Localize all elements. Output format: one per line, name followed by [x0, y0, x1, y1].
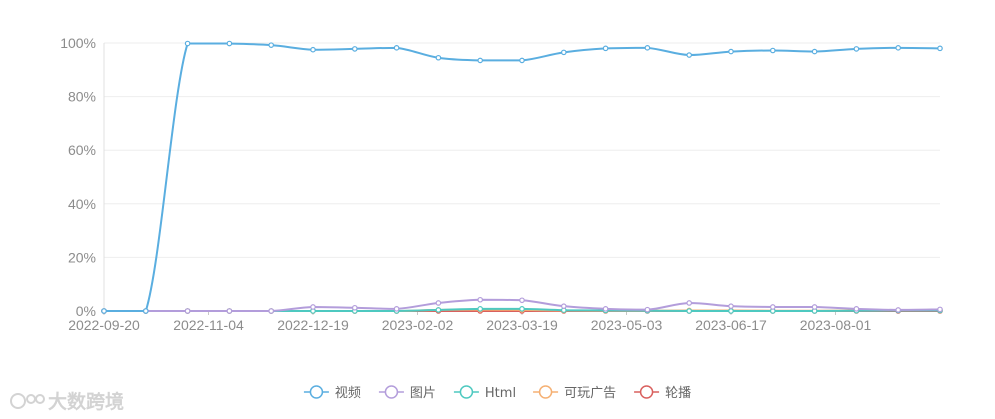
data-point[interactable] [769, 47, 776, 54]
data-point[interactable] [477, 57, 484, 64]
data-point[interactable] [393, 45, 400, 51]
series-line [101, 40, 943, 314]
y-tick-label: 0% [76, 303, 96, 319]
data-point[interactable] [686, 300, 693, 306]
data-point[interactable] [101, 308, 107, 314]
x-tick-label: 2023-08-01 [800, 317, 872, 333]
x-tick-label: 2022-09-20 [68, 317, 140, 333]
data-point[interactable] [435, 307, 442, 313]
data-point[interactable] [895, 307, 902, 313]
watermark-logo-icon [10, 393, 45, 409]
axes: 0% 20% 40% 60% 80% 100% 2022-09-20 2022-11-04 20… [60, 35, 940, 333]
data-point[interactable] [268, 42, 275, 48]
x-tick-label: 2023-02-02 [382, 317, 454, 333]
x-tick-label: 2022-11-04 [173, 317, 244, 333]
y-tick-label: 100% [60, 35, 96, 51]
data-point[interactable] [686, 52, 693, 58]
data-point[interactable] [268, 308, 275, 314]
data-point[interactable] [184, 308, 191, 314]
legend[interactable]: 视频 图片 Html 可玩广告 轮播 [303, 385, 691, 401]
data-point[interactable] [811, 304, 818, 310]
data-point[interactable] [226, 308, 233, 314]
data-point[interactable] [477, 296, 484, 303]
data-point[interactable] [435, 300, 442, 306]
legend-item[interactable]: 视频 [303, 385, 361, 401]
data-point[interactable] [519, 57, 525, 64]
data-point[interactable] [519, 297, 525, 304]
legend-marker-icon [309, 385, 324, 399]
data-point[interactable] [895, 45, 902, 51]
data-point[interactable] [937, 306, 943, 313]
legend-label: 可玩广告 [564, 386, 616, 401]
watermark: 大数跨境 [10, 390, 124, 413]
data-point[interactable] [937, 45, 943, 52]
data-point[interactable] [477, 306, 484, 312]
data-point[interactable] [560, 303, 567, 309]
series-line [101, 296, 943, 314]
legend-marker-icon [538, 385, 553, 399]
data-point[interactable] [602, 45, 609, 52]
x-tick-label: 2023-06-17 [695, 317, 767, 333]
data-point[interactable] [393, 306, 400, 312]
data-point[interactable] [728, 48, 734, 55]
data-point[interactable] [184, 40, 191, 47]
legend-label: 图片 [410, 386, 436, 401]
legend-item[interactable]: 轮播 [634, 385, 691, 401]
data-point[interactable] [769, 304, 776, 310]
data-point[interactable] [435, 54, 442, 61]
data-point[interactable] [351, 304, 358, 311]
x-tick-label: 2023-03-19 [486, 317, 558, 333]
data-point[interactable] [310, 304, 316, 310]
x-tick-label: 2023-05-03 [591, 317, 663, 333]
legend-item[interactable]: 图片 [378, 385, 436, 401]
legend-marker-icon [639, 385, 654, 399]
data-point[interactable] [686, 308, 693, 314]
data-point[interactable] [143, 308, 149, 314]
x-tick-label: 2022-12-19 [277, 317, 349, 333]
legend-marker-icon [384, 385, 399, 399]
legend-label: 轮播 [665, 386, 691, 401]
data-point[interactable] [853, 46, 860, 52]
legend-item[interactable]: Html [453, 385, 516, 401]
legend-item[interactable]: 可玩广告 [533, 385, 616, 401]
legend-label: Html [485, 386, 516, 401]
data-point[interactable] [644, 45, 651, 51]
data-point[interactable] [853, 306, 860, 312]
y-tick-label: 60% [68, 142, 96, 158]
series-path [104, 42, 941, 312]
data-point[interactable] [728, 303, 734, 309]
watermark-text: 大数跨境 [48, 390, 124, 413]
y-tick-label: 20% [68, 249, 96, 265]
data-point[interactable] [351, 46, 358, 52]
legend-marker-icon [459, 385, 474, 399]
data-point[interactable] [811, 48, 818, 55]
data-point[interactable] [728, 308, 734, 314]
data-point[interactable] [560, 49, 567, 56]
data-point[interactable] [602, 306, 609, 312]
y-tick-label: 40% [68, 196, 96, 212]
data-point[interactable] [310, 46, 316, 53]
y-tick-label: 80% [68, 89, 96, 105]
legend-label: 视频 [335, 386, 361, 401]
grid-lines [104, 42, 940, 258]
data-point[interactable] [644, 306, 651, 313]
data-point[interactable] [226, 40, 233, 47]
series-lines [101, 40, 943, 314]
data-point[interactable] [519, 306, 525, 312]
